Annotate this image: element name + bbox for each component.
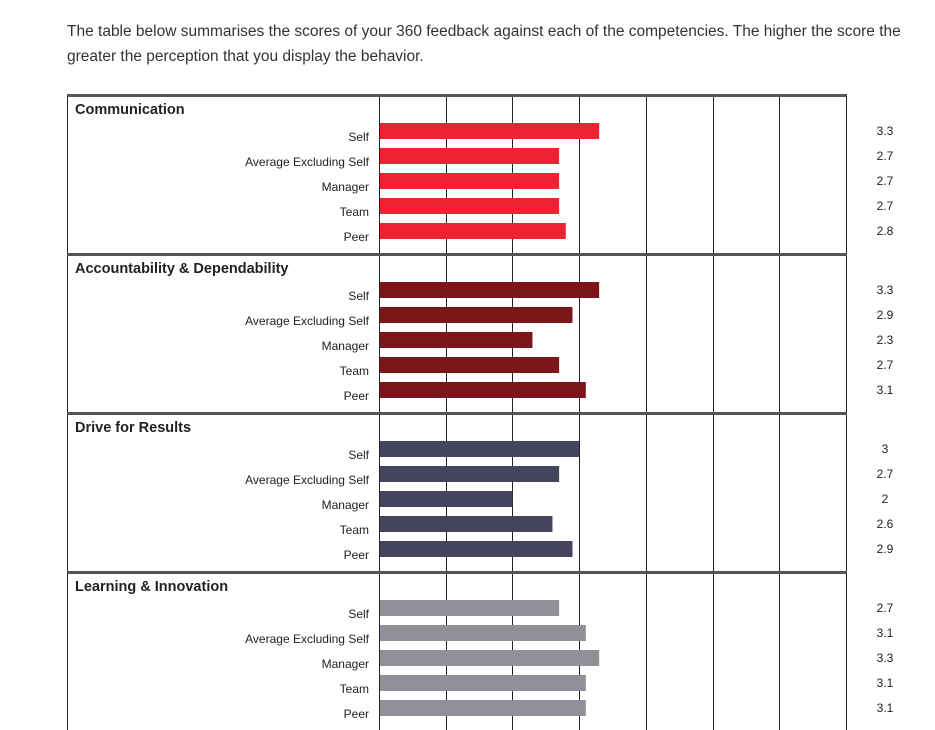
data-label: 2.7	[877, 467, 894, 481]
bar	[380, 332, 533, 348]
bar	[380, 123, 600, 139]
group-separator	[67, 571, 847, 574]
bar	[380, 541, 573, 557]
category-label: Team	[340, 364, 369, 378]
category-label: Self	[348, 448, 369, 462]
data-label: 3.1	[877, 626, 894, 640]
bar	[380, 650, 600, 666]
category-label: Team	[340, 523, 369, 537]
bar	[380, 466, 560, 482]
group-separator	[67, 94, 847, 97]
data-label: 2	[882, 492, 889, 506]
intro-text: The table below summarises the scores of…	[67, 23, 901, 65]
bar	[380, 675, 586, 691]
bar	[380, 173, 560, 189]
category-label: Manager	[322, 498, 369, 512]
data-label: 2.9	[877, 542, 894, 556]
category-label: Manager	[322, 657, 369, 671]
bar	[380, 307, 573, 323]
data-label: 3.3	[877, 283, 894, 297]
bar	[380, 441, 580, 457]
category-label: Self	[348, 607, 369, 621]
data-label: 3.3	[877, 651, 894, 665]
category-label: Average Excluding Self	[245, 632, 370, 646]
group-separator	[67, 412, 847, 415]
category-label: Peer	[344, 389, 369, 403]
category-label: Average Excluding Self	[245, 473, 370, 487]
category-label: Team	[340, 682, 369, 696]
group-title: Communication	[75, 102, 185, 118]
bar	[380, 700, 586, 716]
category-label: Team	[340, 205, 369, 219]
data-label: 2.7	[877, 149, 894, 163]
category-label: Manager	[322, 339, 369, 353]
category-label: Average Excluding Self	[245, 155, 370, 169]
category-label: Self	[348, 289, 369, 303]
data-label: 3.1	[877, 701, 894, 715]
bar	[380, 625, 586, 641]
category-label: Peer	[344, 707, 369, 721]
data-label: 3.1	[877, 676, 894, 690]
data-label: 2.9	[877, 308, 894, 322]
bar	[380, 223, 566, 239]
data-label: 2.3	[877, 333, 894, 347]
group-title: Drive for Results	[75, 420, 191, 436]
bar	[380, 148, 560, 164]
category-label: Self	[348, 130, 369, 144]
group-title: Accountability & Dependability	[75, 261, 289, 277]
data-label: 2.8	[877, 224, 894, 238]
data-label: 3	[882, 442, 889, 456]
group-separator	[67, 253, 847, 256]
data-label: 2.7	[877, 358, 894, 372]
data-label: 3.1	[877, 383, 894, 397]
bar	[380, 357, 560, 373]
data-label: 2.6	[877, 517, 894, 531]
data-label: 2.7	[877, 199, 894, 213]
bar	[380, 382, 586, 398]
category-label: Manager	[322, 180, 369, 194]
bar	[380, 491, 513, 507]
bar	[380, 516, 553, 532]
category-label: Peer	[344, 230, 369, 244]
data-label: 3.3	[877, 124, 894, 138]
bar	[380, 600, 560, 616]
bar	[380, 198, 560, 214]
data-label: 2.7	[877, 601, 894, 615]
data-label: 2.7	[877, 174, 894, 188]
category-label: Average Excluding Self	[245, 314, 370, 328]
category-label: Peer	[344, 548, 369, 562]
bar	[380, 282, 600, 298]
group-title: Learning & Innovation	[75, 579, 228, 595]
